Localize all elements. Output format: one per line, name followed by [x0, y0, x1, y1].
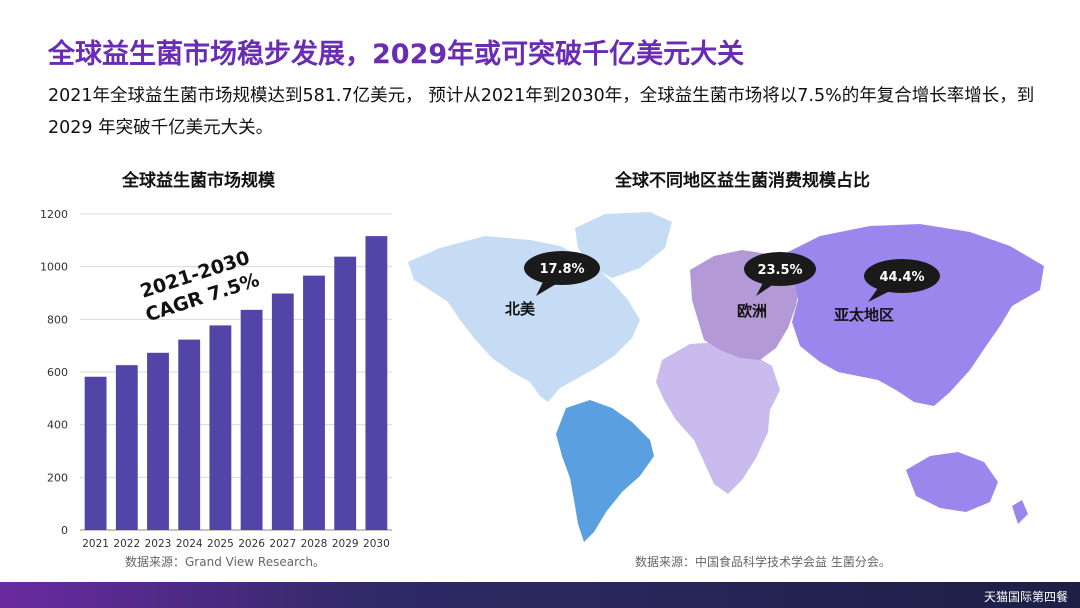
bar-2026 [240, 309, 263, 530]
map-greenland [575, 212, 672, 278]
bar-x-tick-label: 2021 [82, 538, 109, 550]
bar-y-tick-label: 1000 [40, 261, 68, 274]
region-callout-north-america: 17.8% 北美 [505, 251, 600, 318]
bar-x-tick-label: 2022 [113, 538, 140, 550]
bar-y-tick-label: 200 [47, 471, 68, 484]
region-name-label: 亚太地区 [834, 306, 894, 324]
map-africa [656, 342, 780, 494]
bar-x-tick-label: 2024 [176, 538, 203, 550]
map-chart-source: 数据来源：中国食品科学技术学会益 生菌分会。 [635, 555, 891, 569]
bar-x-tick-label: 2028 [301, 538, 328, 550]
bar-2029 [334, 256, 357, 530]
bar-y-tick-label: 1200 [40, 208, 68, 221]
bar-2025 [209, 325, 232, 530]
map-new-zealand [1012, 500, 1028, 524]
region-name-label: 北美 [505, 300, 536, 318]
bar-x-tick-label: 2027 [269, 538, 296, 550]
world-map [408, 212, 1044, 542]
callout-bubble [864, 259, 940, 293]
region-name-label: 欧洲 [737, 302, 767, 320]
footer-logo: 天猫国际第四餐 [983, 590, 1068, 604]
callout-tail [868, 288, 890, 302]
bar-x-tick-label: 2025 [207, 538, 234, 550]
region-share-label: 17.8% [539, 262, 584, 277]
bar-chart-source: 数据来源：Grand View Research。 [125, 555, 325, 569]
map-south-america [556, 400, 654, 542]
bar-chart-title: 全球益生菌市场规模 [122, 171, 275, 191]
page-subtitle: 2021年全球益生菌市场规模达到581.7亿美元， 预计从2021年到2030年… [48, 86, 1035, 138]
bar-x-tick-label: 2023 [145, 538, 172, 550]
bar-2027 [271, 293, 294, 530]
bar-y-tick-label: 800 [47, 313, 68, 326]
bar-series [84, 236, 388, 530]
region-callout-asia-pacific: 44.4% 亚太地区 [834, 259, 940, 324]
region-callout-europe: 23.5% 欧洲 [737, 252, 816, 320]
bar-x-tick-label: 2029 [332, 538, 359, 550]
footer-bar [0, 582, 1080, 608]
bar-2023 [147, 352, 169, 530]
callout-bubble [744, 252, 816, 286]
bar-2028 [303, 275, 325, 530]
callout-bubble [524, 251, 600, 285]
bar-x-axis: 2021 2022 2023 2024 2025 2026 2027 2028 2029 2030 [82, 538, 390, 550]
bar-2022 [115, 365, 138, 530]
bar-2030 [365, 236, 388, 530]
map-chart-title: 全球不同地区益生菌消费规模占比 [615, 171, 870, 191]
bar-y-axis: 0 200 400 600 800 1000 1200 [40, 208, 68, 537]
region-share-label: 23.5% [757, 263, 802, 278]
map-asia-pacific [780, 224, 1044, 406]
bar-x-tick-label: 2030 [363, 538, 390, 550]
bar-y-tick-label: 0 [61, 524, 68, 537]
bar-2024 [178, 339, 201, 530]
callout-tail [536, 280, 556, 296]
page-title: 全球益生菌市场稳步发展，2029年或可突破千亿美元大关 [48, 39, 745, 70]
bar-y-tick-label: 400 [47, 419, 68, 432]
bar-y-tick-label: 600 [47, 366, 68, 379]
bar-x-tick-label: 2026 [238, 538, 265, 550]
map-oceania [906, 452, 998, 512]
callout-tail [756, 281, 774, 296]
bar-2021 [84, 376, 107, 530]
region-share-label: 44.4% [879, 270, 924, 285]
